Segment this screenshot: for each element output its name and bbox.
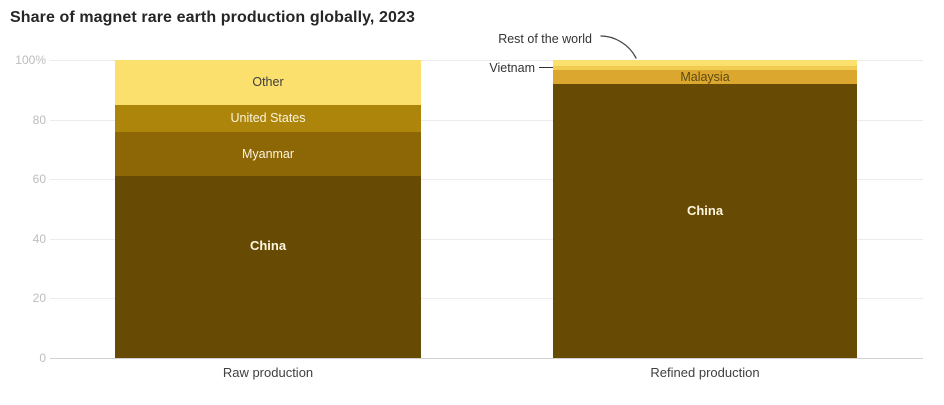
bar-segment-myanmar xyxy=(115,131,421,177)
segment-label-malaysia: Malaysia xyxy=(680,70,730,84)
x-axis-label-refined-production: Refined production xyxy=(650,365,760,380)
segment-label-united-states: United States xyxy=(230,111,306,125)
bar-segment-malaysia xyxy=(553,70,857,84)
segment-label-china: China xyxy=(686,203,724,218)
y-tick-label-0: 0 xyxy=(39,351,46,365)
x-axis-label-raw-production: Raw production xyxy=(222,365,314,380)
annotation-vietnam: Vietnam xyxy=(489,61,535,75)
gridline-100 xyxy=(50,60,923,61)
bar-segment-china xyxy=(553,83,857,358)
gridline-0 xyxy=(50,358,923,359)
annotation-rest-of-the-world: Rest of the world xyxy=(498,32,592,46)
chart-title: Share of magnet rare earth production gl… xyxy=(10,9,416,26)
y-tick-label-60: 60 xyxy=(32,172,46,186)
gridline-20 xyxy=(50,298,923,299)
segment-label-other: Other xyxy=(252,75,284,89)
gridline-80 xyxy=(50,120,923,121)
bar-segment-china xyxy=(115,176,421,358)
y-tick-label-40: 40 xyxy=(32,232,46,246)
bar-segment-other xyxy=(115,60,421,105)
y-tick-label-80: 80 xyxy=(32,113,46,127)
bar-segment-rest-of-the-world xyxy=(553,60,857,66)
bar-segment-vietnam xyxy=(553,65,857,71)
gridline-40 xyxy=(50,239,923,240)
annotation-vietnam-dash xyxy=(539,67,553,68)
gridline-60 xyxy=(50,179,923,180)
annotation-connector-line xyxy=(600,35,637,59)
y-tick-label-100: 100% xyxy=(15,53,46,67)
segment-label-china: China xyxy=(249,238,287,253)
segment-label-myanmar: Myanmar xyxy=(241,147,295,161)
y-tick-label-20: 20 xyxy=(32,291,46,305)
bar-segment-united-states xyxy=(115,104,421,132)
